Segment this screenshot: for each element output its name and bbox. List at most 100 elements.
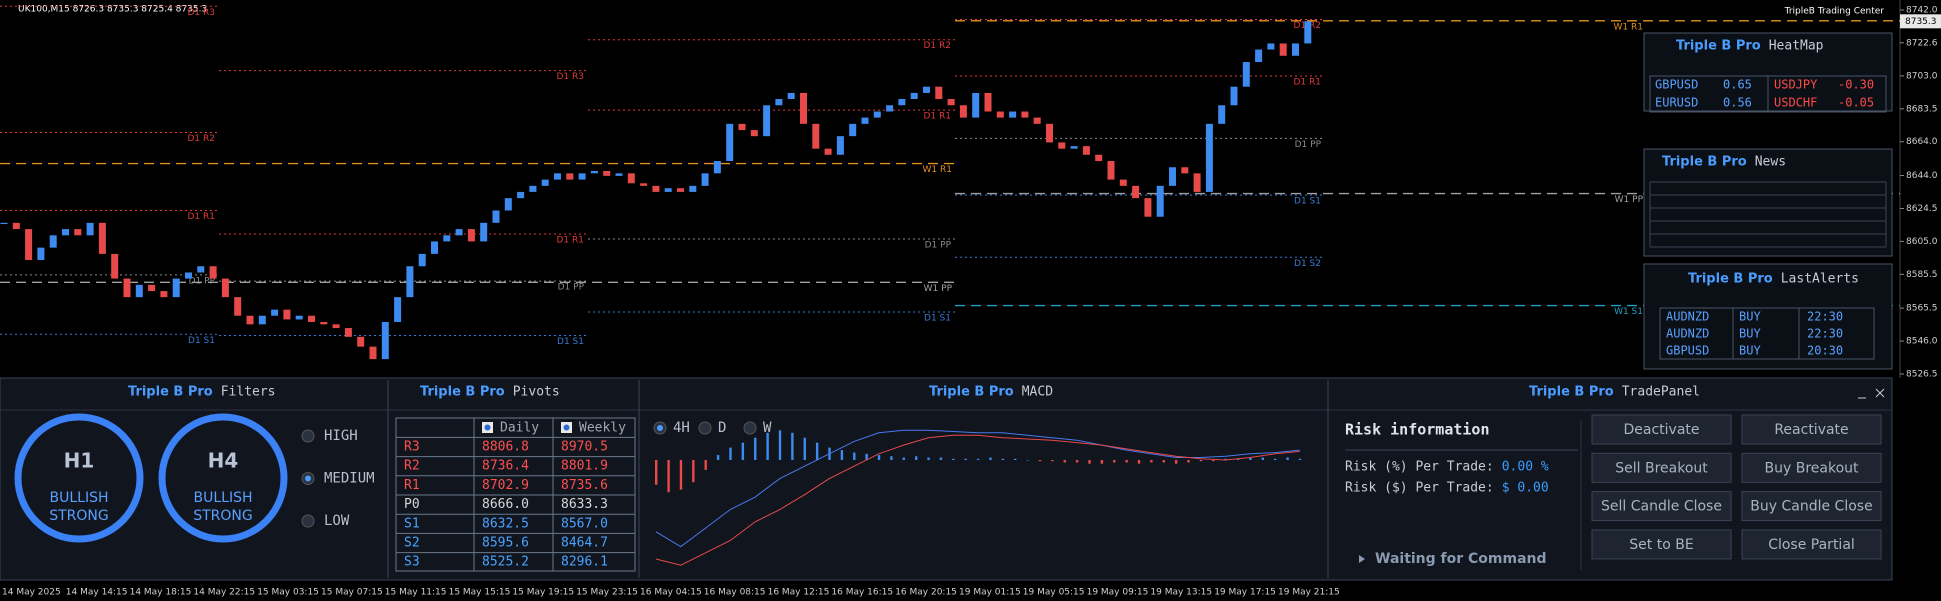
candle — [566, 173, 574, 180]
candle — [1033, 117, 1041, 124]
alert-cell: 22:30 — [1807, 327, 1843, 341]
macd-histogram-bar — [1088, 460, 1091, 464]
macd-histogram-bar — [716, 455, 720, 460]
candle — [861, 117, 869, 124]
y-tick-label: 8605.0 — [1906, 237, 1938, 247]
daily-pivot-label: D1 PP — [189, 276, 216, 286]
candle — [800, 92, 807, 124]
panel-title: Pivots — [513, 385, 560, 400]
gauge-trend: BULLISH — [194, 490, 253, 506]
macd-histogram-bar — [1274, 458, 1277, 460]
macd-histogram-bar — [840, 450, 844, 460]
macd-histogram-bar — [1174, 460, 1178, 464]
alert-cell: BUY — [1739, 327, 1761, 341]
risk-title: Risk information — [1345, 421, 1490, 439]
pivot-cell: S1 — [404, 516, 420, 531]
daily-pivot-label: D1 S1 — [188, 336, 215, 346]
candle — [972, 92, 980, 118]
gauge-strength: STRONG — [193, 508, 253, 524]
macd-timeframe: 4H — [673, 420, 690, 436]
x-tick-label: 14 May 18:15 — [130, 588, 192, 598]
candle — [1292, 43, 1299, 56]
weekly-pivot-label: W1 PP — [924, 284, 953, 294]
current-price-box — [1900, 14, 1941, 29]
trade-button[interactable] — [1741, 414, 1882, 445]
candle — [431, 241, 438, 254]
y-tick-label: 8624.5 — [1906, 204, 1938, 214]
radio[interactable] — [301, 429, 315, 443]
heatmap-cell: USDJPY — [1774, 78, 1818, 92]
candle — [627, 173, 635, 184]
candle — [1242, 62, 1250, 87]
alert-cell: 20:30 — [1807, 344, 1843, 358]
trade-button[interactable] — [1741, 452, 1882, 483]
heatmap-cell: USDCHF — [1774, 96, 1817, 110]
daily-pivot-label: D1 R2 — [188, 134, 216, 144]
weekly-pivot-label: W1 S1 — [1614, 307, 1643, 317]
trade-button[interactable] — [1591, 414, 1732, 445]
trade-button-label: Reactivate — [1774, 422, 1848, 438]
heatmap-cell: 0.56 — [1723, 96, 1752, 110]
radio[interactable] — [301, 514, 315, 528]
candle — [578, 173, 586, 180]
candle — [86, 222, 94, 236]
x-tick-label: 16 May 20:15 — [895, 588, 957, 598]
radio[interactable] — [698, 421, 712, 435]
heatmap-cell: -0.05 — [1838, 96, 1874, 110]
candle — [234, 297, 242, 316]
trade-button[interactable] — [1591, 452, 1732, 483]
panel-title: LastAlerts — [1781, 272, 1859, 287]
x-tick-label: 15 May 15:15 — [449, 588, 511, 598]
candle — [1119, 179, 1127, 186]
trade-button[interactable] — [1591, 491, 1732, 522]
trade-button-label: Sell Candle Close — [1601, 499, 1722, 515]
candle — [1205, 123, 1213, 192]
macd-histogram-bar — [667, 460, 670, 493]
trade-button-label: Set to BE — [1629, 537, 1693, 553]
filter-level: LOW — [324, 513, 350, 529]
pivot-cell: 8702.9 — [482, 478, 529, 493]
macd-histogram-bar — [1075, 460, 1079, 463]
macd-histogram-bar — [927, 457, 930, 460]
macd-histogram-bar — [877, 455, 881, 460]
pivot-cell: 8567.0 — [561, 516, 608, 531]
trade-button[interactable] — [1591, 529, 1732, 560]
candle — [62, 229, 69, 236]
candle — [1218, 105, 1226, 124]
candle — [12, 222, 20, 230]
close-button[interactable] — [1875, 388, 1885, 398]
macd-timeframe: D — [718, 420, 726, 436]
candle — [750, 130, 758, 137]
macd-histogram-bar — [679, 460, 683, 490]
candle — [1009, 111, 1017, 118]
panel-brand: Triple B Pro — [420, 385, 505, 400]
trade-button[interactable] — [1741, 491, 1882, 522]
macd-histogram-bar — [1236, 458, 1240, 460]
macd-histogram-bar — [976, 458, 980, 460]
macd-histogram-bar — [890, 456, 893, 460]
panel-title: Filters — [221, 385, 276, 400]
candle — [504, 198, 512, 211]
candle — [910, 92, 918, 100]
x-tick-label: 16 May 12:15 — [768, 588, 830, 598]
pivot-cell: 8806.8 — [482, 440, 529, 455]
candle — [1304, 21, 1312, 44]
radio[interactable] — [743, 421, 757, 435]
pivot-cell: 8736.4 — [482, 459, 529, 474]
macd-histogram-bar — [853, 452, 856, 460]
candle — [812, 123, 820, 149]
trade-button[interactable] — [1741, 529, 1882, 560]
pivot-cell: R1 — [404, 478, 420, 493]
x-tick-label: 15 May 07:15 — [321, 588, 383, 598]
candle — [308, 315, 315, 322]
candle — [554, 173, 561, 180]
candle — [664, 188, 672, 192]
candle — [98, 222, 106, 254]
x-tick-label: 15 May 23:15 — [576, 588, 638, 598]
pivot-column: Weekly — [579, 421, 626, 436]
candle — [738, 123, 746, 131]
trade-button-label: Buy Breakout — [1765, 460, 1860, 476]
daily-pivot-label: D1 PP — [558, 283, 585, 293]
candle — [394, 297, 402, 322]
pivot-cell: R2 — [404, 459, 420, 474]
